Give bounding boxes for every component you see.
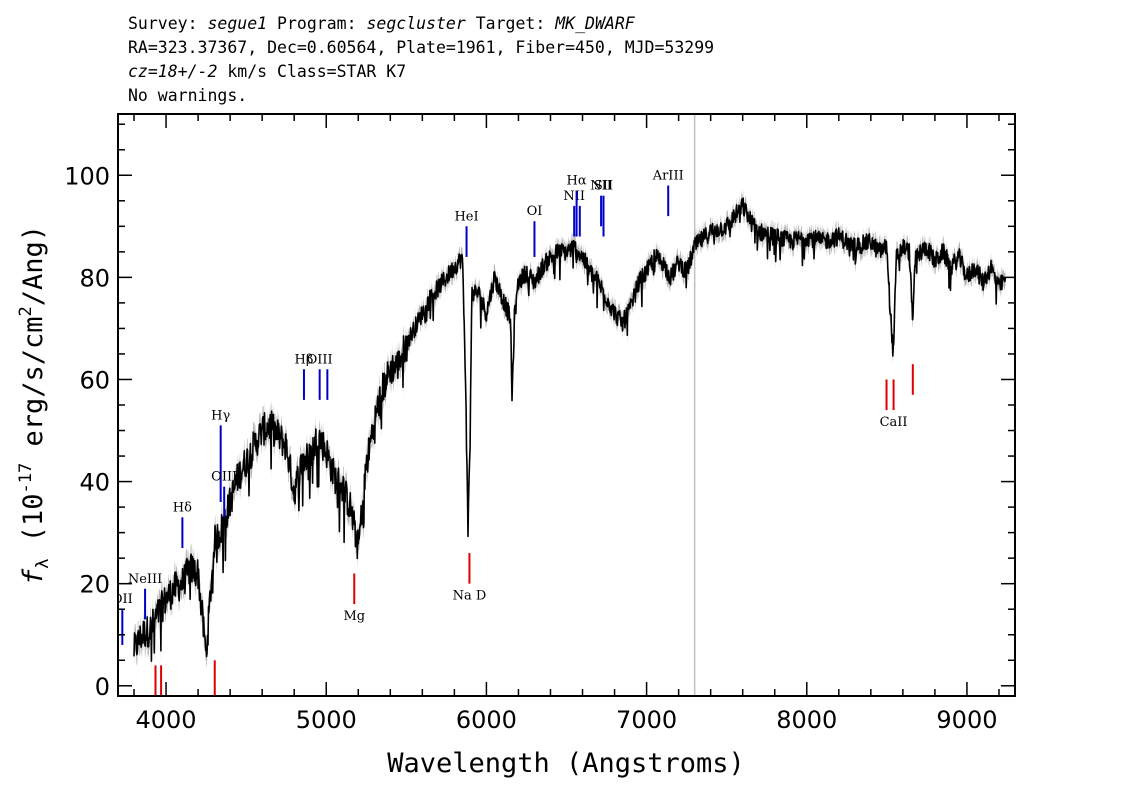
y-axis-title-per-ang: /Ang) — [18, 225, 49, 306]
y-tick-label: 80 — [79, 264, 110, 292]
x-axis-title: Wavelength (Angstroms) — [387, 748, 745, 779]
emission-line-label: OI — [527, 204, 543, 219]
emission-line-label: Hδ — [173, 500, 192, 515]
target-value: MK_DWARF — [555, 14, 635, 33]
y-tick-label: 100 — [64, 162, 110, 190]
y-axis-title-exponent: -17 — [16, 463, 36, 494]
x-tick-label: 4000 — [136, 706, 197, 734]
y-axis-title: fλ (10-17 erg/s/cm2/Ang) — [16, 225, 53, 585]
absorption-line-label: CaII — [880, 415, 908, 430]
y-tick-label: 20 — [79, 571, 110, 599]
y-tick-label: 0 — [95, 673, 110, 701]
spectrum-header: Survey: segue1 Program: segcluster Targe… — [128, 12, 714, 108]
class-text: km/s Class=STAR K7 — [217, 62, 407, 81]
redshift-value: cz=18+/-2 — [128, 62, 218, 81]
emission-line-label: HeI — [454, 209, 478, 224]
y-axis-title-lambda: λ — [33, 559, 53, 569]
coordinates-line: RA=323.37367, Dec=0.60564, Plate=1961, F… — [128, 38, 715, 57]
x-tick-label: 7000 — [616, 706, 677, 734]
survey-key: Survey: — [128, 14, 198, 33]
target-key: Target: — [475, 14, 546, 33]
y-axis-title-f: f — [18, 568, 49, 585]
spectrum-line — [133, 197, 1007, 662]
y-axis-title-scale: (10 — [18, 494, 49, 559]
emission-line-label: NeIII — [128, 572, 162, 587]
x-tick-label: 9000 — [936, 706, 997, 734]
x-tick-label: 8000 — [776, 706, 837, 734]
emission-line-label: OII — [112, 592, 133, 607]
y-axis-title-unit: erg/s/cm — [18, 316, 49, 462]
emission-line-label: ArIII — [652, 168, 684, 183]
x-tick-label: 6000 — [456, 706, 517, 734]
x-tick-label: 5000 — [296, 706, 357, 734]
emission-line-label: OIII — [211, 470, 237, 485]
emission-line-label: Hγ — [211, 408, 230, 423]
absorption-line-label: Na D — [453, 589, 487, 604]
survey-value: segue1 — [207, 14, 268, 33]
emission-line-label: Hβ — [295, 352, 314, 367]
emission-line-label: SII — [594, 179, 613, 194]
warnings-line: No warnings. — [128, 86, 248, 105]
program-value: segcluster — [366, 14, 466, 33]
y-tick-label: 40 — [79, 469, 110, 497]
program-key: Program: — [277, 14, 357, 33]
emission-line-label: OIII — [307, 352, 333, 367]
emission-line-label: Hα — [567, 174, 587, 189]
emission-line-label: NII — [590, 179, 612, 194]
y-axis-title-squared: 2 — [16, 306, 36, 316]
absorption-line-label: Mg — [343, 609, 365, 624]
y-tick-label: 60 — [79, 366, 110, 394]
emission-line-label: NII — [563, 189, 585, 204]
